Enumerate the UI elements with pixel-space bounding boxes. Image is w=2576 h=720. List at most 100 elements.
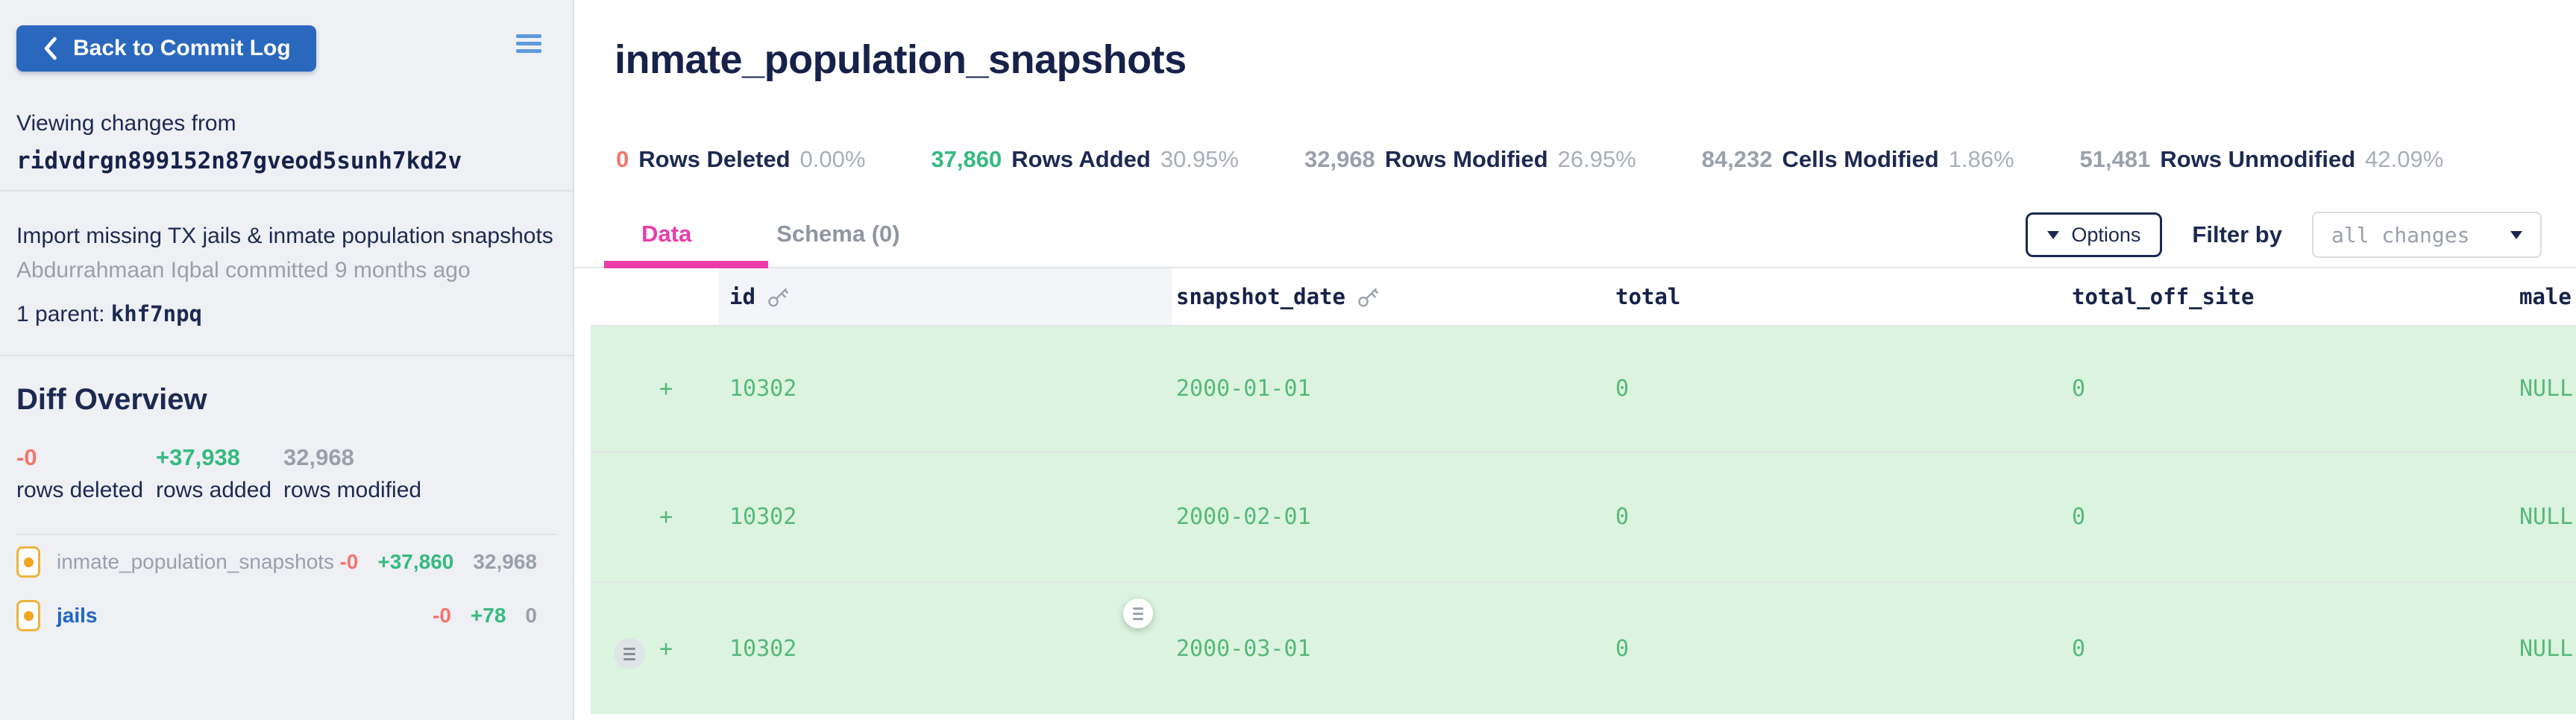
cell-id: 10302: [729, 635, 797, 662]
cell-total: 0: [1615, 504, 1630, 530]
table-name-link[interactable]: jails: [57, 604, 98, 627]
cell-total: 0: [1615, 635, 1630, 662]
cell-total-off-site: 0: [2072, 504, 2086, 530]
table-diff-counts: -0 +37,860 32,968: [339, 550, 537, 574]
cell-male: NULL: [2519, 635, 2574, 662]
table-modified-count: 32,968: [473, 550, 537, 573]
summary-percent: 30.95%: [1160, 146, 1239, 172]
rows-deleted-label: rows deleted: [16, 478, 144, 502]
summary-percent: 0.00%: [799, 146, 866, 172]
options-button-label: Options: [2071, 223, 2141, 246]
table-added-count: +37,860: [377, 550, 454, 573]
rows-modified-value: 32,968: [283, 444, 354, 470]
cell-snapshot-date: 2000-03-01: [1176, 635, 1311, 662]
column-name: total: [1615, 284, 1681, 309]
summary-label: Cells Modified: [1782, 146, 1939, 172]
table-status-icon: [16, 600, 40, 631]
summary-value: 37,860: [931, 146, 1002, 172]
cell-male: NULL: [2519, 376, 2574, 402]
active-tab-indicator: [604, 261, 768, 268]
caret-down-icon: [2510, 230, 2522, 239]
parent-hash-link[interactable]: khf7npq: [110, 301, 202, 326]
row-added-marker: +: [659, 376, 673, 402]
summary-rows-added: 37,860 Rows Added 30.95%: [931, 146, 1239, 173]
summary-percent: 1.86%: [1948, 146, 2014, 172]
summary-value: 51,481: [2079, 146, 2151, 172]
tab-data[interactable]: Data: [641, 221, 692, 247]
chevron-left-icon: [44, 37, 57, 60]
summary-label: Rows Modified: [1384, 146, 1548, 172]
column-name: id: [729, 284, 755, 309]
column-header-male: male: [2516, 268, 2576, 325]
sidebar-table-item-inmate-population-snapshots[interactable]: inmate_population_snapshots -0 +37,860 3…: [16, 535, 556, 589]
summary-rows-unmodified: 51,481 Rows Unmodified 42.09%: [2080, 146, 2444, 173]
filter-selected-value: all changes: [2331, 222, 2470, 247]
sidebar: Back to Commit Log Viewing changes from …: [0, 0, 574, 720]
column-header-id: id: [719, 268, 1172, 325]
sidebar-collapse-hamburger-icon[interactable]: [516, 34, 541, 53]
primary-key-icon: [768, 288, 788, 307]
cell-snapshot-date: 2000-02-01: [1176, 504, 1311, 530]
row-added-marker: +: [659, 635, 673, 662]
cell-total: 0: [1615, 376, 1630, 402]
commit-parent: 1 parent: khf7npq: [16, 300, 556, 328]
column-name: male: [2519, 284, 2572, 309]
summary-percent: 42.09%: [2365, 146, 2444, 172]
back-button-label: Back to Commit Log: [73, 36, 291, 60]
summary-value: 84,232: [1701, 146, 1773, 172]
header-gutter-cell: [591, 268, 719, 325]
sidebar-header-section: Back to Commit Log Viewing changes from …: [0, 0, 573, 192]
cell-id: 10302: [729, 376, 797, 402]
cell-male: NULL: [2519, 504, 2574, 530]
row-added-marker: +: [659, 504, 673, 530]
cell-total-off-site: 0: [2072, 376, 2086, 402]
table-diff-counts: -0 +78 0: [433, 604, 537, 628]
filter-changes-select[interactable]: all changes: [2312, 212, 2542, 258]
cell-menu-hamburger-icon[interactable]: [1123, 599, 1153, 628]
parent-label: 1 parent:: [16, 302, 105, 326]
summary-value: 0: [616, 146, 629, 172]
tab-schema[interactable]: Schema (0): [776, 221, 900, 247]
rows-deleted-value: -0: [16, 444, 37, 470]
from-commit-hash: ridvdrgn899152n87gveod5sunh7kd2v: [16, 148, 462, 174]
page-title: inmate_population_snapshots: [615, 37, 1187, 82]
filter-by-label: Filter by: [2192, 221, 2282, 247]
summary-label: Rows Deleted: [638, 146, 791, 172]
column-name: snapshot_date: [1176, 284, 1345, 309]
row-menu-hamburger-icon[interactable]: [614, 638, 645, 669]
summary-cells-modified: 84,232 Cells Modified 1.86%: [1702, 146, 2014, 173]
summary-rows-modified: 32,968 Rows Modified 26.95%: [1304, 146, 1636, 173]
column-header-total-off-site: total_off_site: [2063, 268, 2516, 325]
rows-added-value: +37,938: [156, 444, 240, 470]
table-controls: Options Filter by all changes: [2026, 212, 2542, 258]
cell-snapshot-date: 2000-01-01: [1176, 376, 1311, 402]
cell-id: 10302: [729, 504, 797, 530]
sidebar-divider: [16, 534, 556, 535]
back-to-commit-log-button[interactable]: Back to Commit Log: [16, 25, 316, 72]
added-row: + 10302 2000-01-01 0 0 NULL: [591, 326, 2576, 452]
table-status-icon: [16, 546, 40, 578]
column-header-total: total: [1609, 268, 2063, 325]
diff-overview-title: Diff Overview: [16, 383, 207, 416]
stat-rows-modified: 32,968 rows modified: [283, 444, 421, 504]
added-row: + 10302 2000-02-01 0 0 NULL: [591, 452, 2576, 583]
cell-total-off-site: 0: [2072, 635, 2086, 662]
table-added-count: +78: [470, 604, 506, 627]
sidebar-table-item-jails[interactable]: jails -0 +78 0: [16, 589, 556, 642]
rows-modified-label: rows modified: [283, 478, 422, 502]
commit-info-section: Import missing TX jails & inmate populat…: [0, 192, 573, 356]
summary-rows-deleted: 0 Rows Deleted 0.00%: [616, 146, 865, 173]
tab-bar: Data Schema (0) Options Filter by all ch…: [574, 173, 2576, 268]
summary-label: Rows Added: [1011, 146, 1151, 172]
options-button[interactable]: Options: [2026, 212, 2163, 257]
caret-down-icon: [2047, 230, 2060, 239]
diff-data-table: id snapshot_date total total_off_site: [591, 268, 2576, 714]
stat-rows-deleted: -0 rows deleted: [16, 444, 156, 504]
primary-key-icon: [1358, 288, 1378, 307]
diff-overview-stats: -0 rows deleted +37,938 rows added 32,96…: [16, 444, 556, 504]
column-header-snapshot-date: snapshot_date: [1172, 268, 1609, 325]
table-name: inmate_population_snapshots: [57, 550, 335, 573]
commit-message: Import missing TX jails & inmate populat…: [16, 224, 553, 248]
main-content: inmate_population_snapshots 0 Rows Delet…: [574, 0, 2576, 720]
